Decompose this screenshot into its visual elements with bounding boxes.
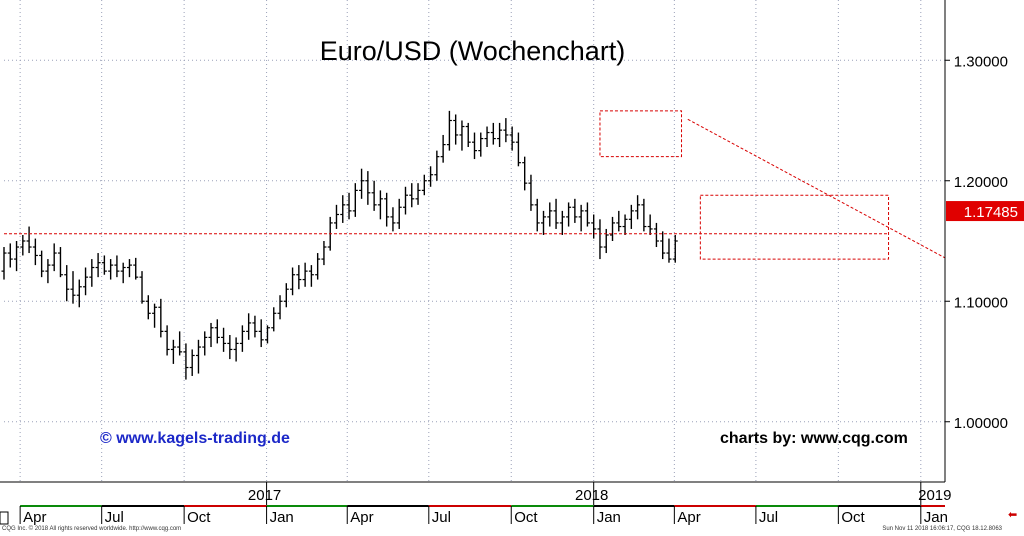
- month-label: Jul: [759, 509, 778, 526]
- month-label: Jan: [924, 509, 948, 526]
- month-label: Oct: [841, 509, 865, 526]
- downtrend-line: [687, 118, 946, 259]
- month-label: Oct: [187, 509, 211, 526]
- watermark-cqg: charts by: www.cqg.com: [720, 430, 908, 447]
- last-price-box: [946, 201, 1024, 222]
- chart-title: Euro/USD (Wochenchart): [319, 36, 626, 66]
- scroll-box: [0, 511, 9, 525]
- scroll-left-arrow-icon[interactable]: ⬅: [1008, 508, 1018, 521]
- month-label: Oct: [514, 509, 538, 526]
- month-label: Apr: [350, 509, 373, 526]
- year-label: 2018: [575, 487, 608, 504]
- watermark-kagels: © www.kagels-trading.de: [100, 430, 290, 447]
- month-label: Jan: [270, 509, 294, 526]
- month-label: Jan: [597, 509, 621, 526]
- y-tick-label: 1.10000: [954, 294, 1008, 311]
- range-box: [599, 110, 683, 158]
- year-label: 2017: [248, 487, 281, 504]
- month-label: Jul: [105, 509, 124, 526]
- month-label: Jul: [432, 509, 451, 526]
- grid: [4, 0, 945, 482]
- month-label: Apr: [677, 509, 700, 526]
- year-label: 2019: [918, 487, 951, 504]
- month-label: Apr: [23, 509, 46, 526]
- y-tick-label: 1.30000: [954, 53, 1008, 70]
- last-price-label: 1.17485: [964, 204, 1018, 221]
- y-tick-label: 1.20000: [954, 174, 1008, 191]
- footer-timestamp: Sun Nov 11 2018 16:06:17, CQG 18.12.8063: [882, 526, 1002, 532]
- price-bars: [1, 110, 678, 380]
- annotations: [4, 110, 946, 260]
- y-tick-label: 1.00000: [954, 415, 1008, 432]
- range-box: [699, 194, 890, 260]
- footer-copyright: CQG Inc. © 2018 All rights reserved worl…: [2, 526, 182, 532]
